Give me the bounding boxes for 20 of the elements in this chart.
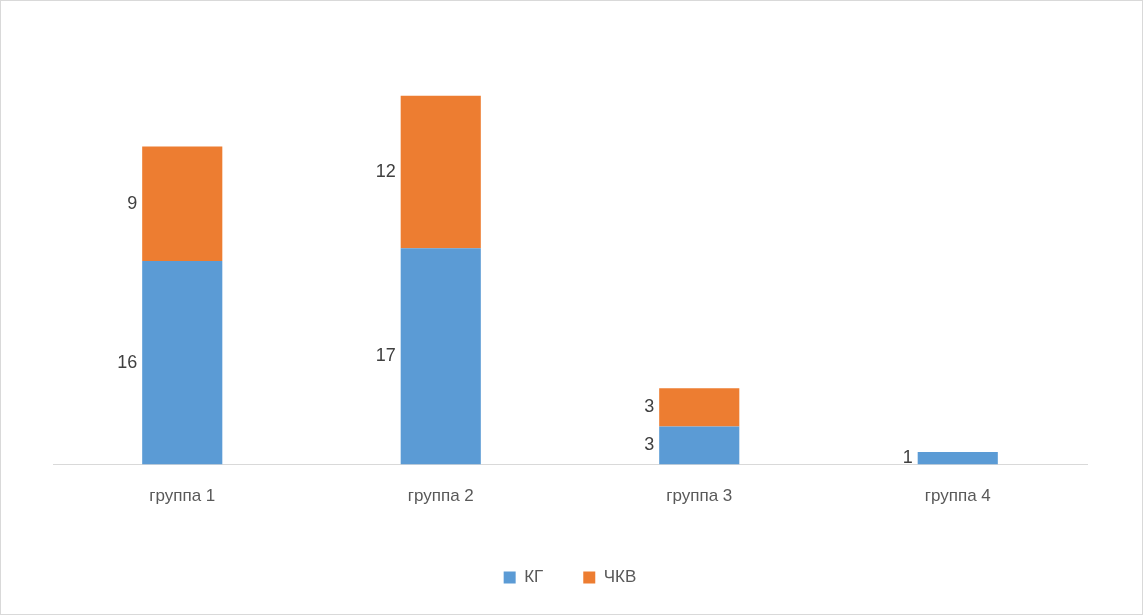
data-label: 3 xyxy=(644,396,655,417)
data-label: 9 xyxy=(127,192,138,213)
bar xyxy=(400,95,481,249)
data-label: 12 xyxy=(375,161,396,182)
bar xyxy=(659,388,740,427)
bar xyxy=(142,146,223,262)
data-label: 17 xyxy=(375,345,396,366)
legend-label: ЧКВ xyxy=(603,567,637,587)
x-tick-label: группа 1 xyxy=(149,486,216,506)
x-tick-label: группа 3 xyxy=(666,486,733,506)
data-label: 1 xyxy=(902,447,913,468)
x-tick-label: группа 4 xyxy=(924,486,991,506)
bar xyxy=(659,426,740,465)
bar xyxy=(400,248,481,465)
data-label: 16 xyxy=(117,351,138,372)
x-tick-label: группа 2 xyxy=(407,486,474,506)
bar xyxy=(142,261,223,465)
bar xyxy=(917,451,998,465)
data-label: 3 xyxy=(644,434,655,455)
legend-label: КГ xyxy=(524,567,544,587)
